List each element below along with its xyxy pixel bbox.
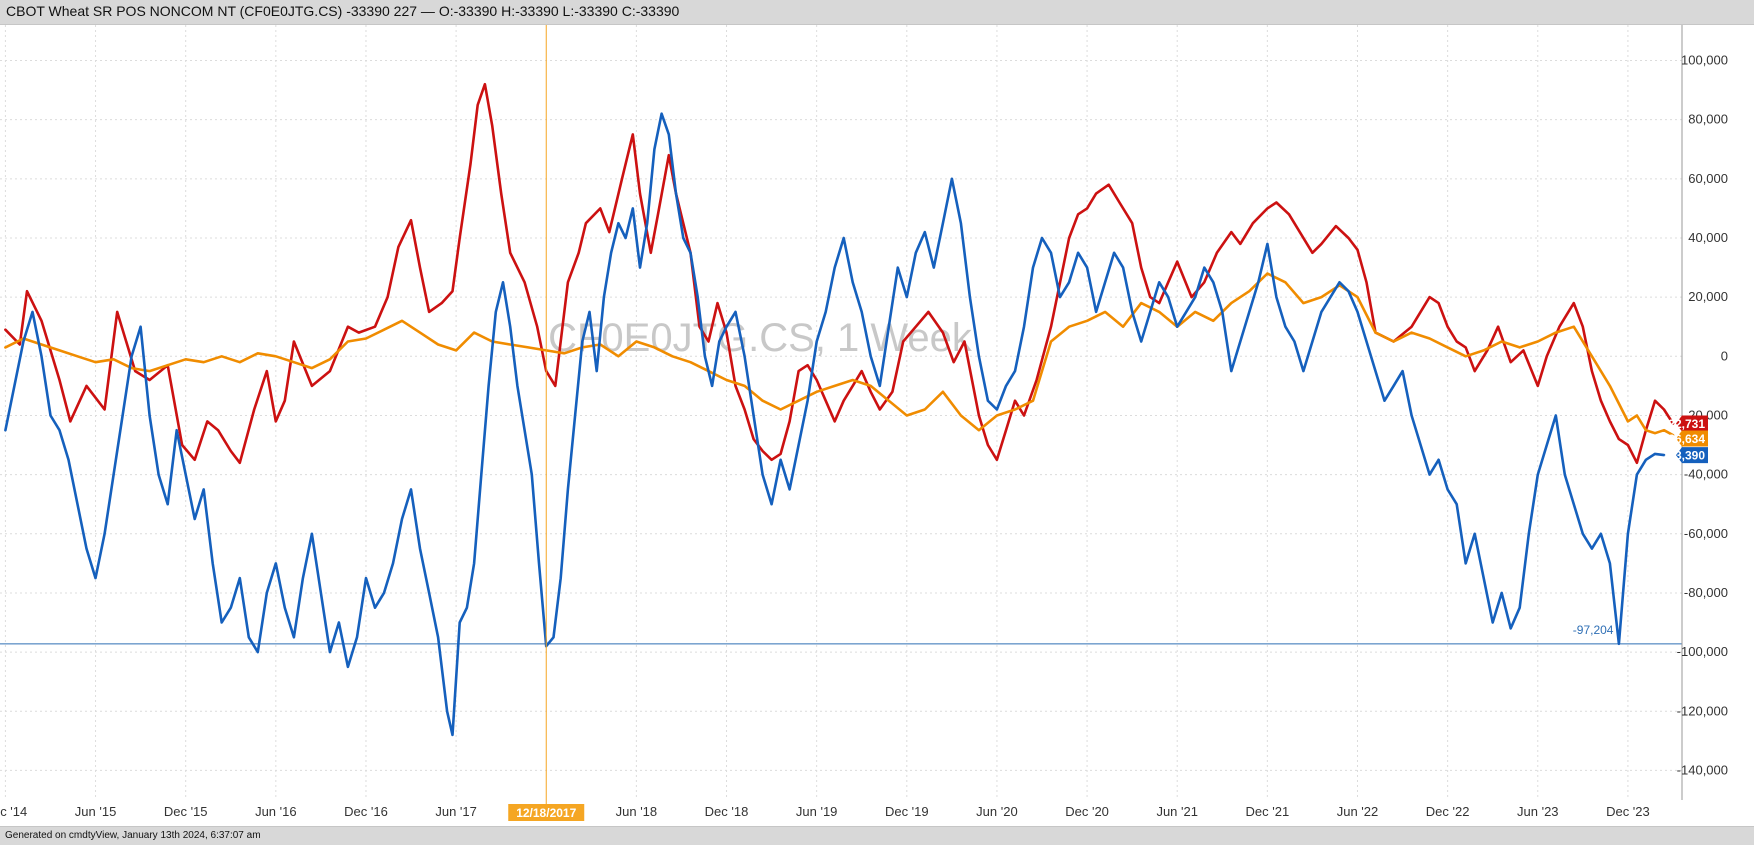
- x-tick-label: Jun '23: [1517, 804, 1559, 819]
- x-tick-label: Jun '22: [1337, 804, 1379, 819]
- x-tick-label: Dec '22: [1426, 804, 1470, 819]
- last-value-tag-box: [1676, 447, 1708, 464]
- y-tick-label: -40,000: [1684, 467, 1728, 482]
- x-tick-label: Jun '17: [435, 804, 477, 819]
- min-value-label: -97,204: [1573, 623, 1614, 637]
- chart-title: CBOT Wheat SR POS NONCOM NT (CF0E0JTG.CS…: [6, 3, 680, 19]
- y-tick-label: -80,000: [1684, 585, 1728, 600]
- x-tick-label: Dec '20: [1065, 804, 1109, 819]
- x-tick-label: Dec '16: [344, 804, 388, 819]
- y-axis: 100,00080,00060,00040,00020,0000-20,000-…: [1677, 52, 1728, 777]
- y-tick-label: 80,000: [1688, 112, 1728, 127]
- last-value-tag: -33,390: [1664, 447, 1708, 464]
- x-tick-label: Dec '15: [164, 804, 208, 819]
- chart-area[interactable]: CF0E0JTG.CS, 1 Week -97,204 100,00080,00…: [0, 25, 1754, 825]
- footer-text: Generated on cmdtyView, January 13th 202…: [5, 830, 261, 841]
- last-value-tag-box: [1676, 415, 1708, 432]
- x-tick-label: Dec '14: [0, 804, 27, 819]
- series-layer: [4, 82, 1675, 737]
- grid: [0, 25, 1682, 800]
- last-value-tag-label: -22,731: [1664, 417, 1705, 431]
- last-value-tag-box: [1676, 430, 1708, 447]
- y-tick-label: -140,000: [1677, 762, 1728, 777]
- y-tick-label: -60,000: [1684, 526, 1728, 541]
- crosshair-date-label: 12/18/2017: [516, 806, 576, 820]
- x-tick-label: Dec '18: [705, 804, 749, 819]
- footer-bar: Generated on cmdtyView, January 13th 202…: [0, 826, 1754, 845]
- x-tick-label: Jun '19: [796, 804, 838, 819]
- title-bar: CBOT Wheat SR POS NONCOM NT (CF0E0JTG.CS…: [0, 0, 1754, 25]
- y-tick-label: -120,000: [1677, 703, 1728, 718]
- series-line: [4, 82, 1675, 465]
- y-tick-label: 20,000: [1688, 289, 1728, 304]
- y-tick-label: 0: [1721, 348, 1728, 363]
- last-value-tag-label: -33,390: [1664, 449, 1705, 463]
- last-value-tag-label: -26,634: [1664, 432, 1705, 446]
- x-tick-label: Dec '23: [1606, 804, 1650, 819]
- series-line: [4, 272, 1675, 437]
- last-value-tags: -22,731-26,634 -33,390: [1664, 415, 1708, 464]
- last-value-tag: -22,731: [1664, 415, 1708, 432]
- y-tick-label: -100,000: [1677, 644, 1728, 659]
- last-value-tag: -26,634: [1664, 430, 1708, 447]
- x-tick-label: Jun '15: [75, 804, 117, 819]
- x-tick-label: Jun '16: [255, 804, 297, 819]
- y-tick-label: 60,000: [1688, 171, 1728, 186]
- x-axis: Dec '14 Jun '15 Dec '15 Jun '16 Dec '16 Jun '…: [0, 804, 1650, 819]
- x-tick-label: Dec '19: [885, 804, 929, 819]
- x-tick-label: Dec '21: [1246, 804, 1290, 819]
- x-tick-label: Jun '18: [616, 804, 658, 819]
- x-tick-label: Jun '21: [1156, 804, 1198, 819]
- y-tick-label: 100,000: [1681, 52, 1728, 67]
- y-tick-label: 40,000: [1688, 230, 1728, 245]
- x-tick-label: Jun '20: [976, 804, 1018, 819]
- series-line: [4, 112, 1666, 737]
- crosshair-date-box: [508, 804, 585, 821]
- crosshair-date-tag: 12/18/2017: [508, 804, 585, 821]
